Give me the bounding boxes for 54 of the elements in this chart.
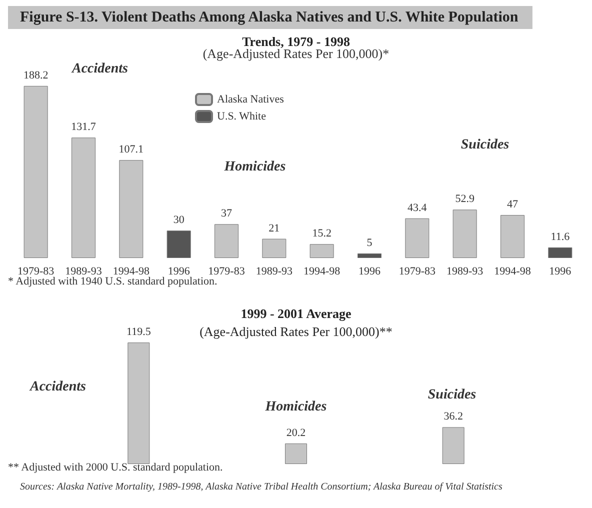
chart-title: Figure S-13. Violent Deaths Among Alaska Natives and U.S. White Population bbox=[20, 10, 519, 26]
data-label: 15.2 bbox=[312, 228, 332, 240]
source-note: Sources: Alaska Native Mortality, 1989-1998, Alaska Native Tribal Health Consortium; Alaska Bureau of Vital Statistics bbox=[20, 482, 502, 492]
bar bbox=[119, 160, 144, 258]
bar bbox=[166, 230, 191, 258]
x-tick-label: 1989-93 bbox=[256, 266, 293, 278]
bar bbox=[405, 218, 430, 258]
chart-subtitle: Trends, 1979 - 1998 bbox=[242, 34, 350, 49]
bar bbox=[72, 138, 96, 258]
annotation: Homicides bbox=[223, 160, 286, 174]
data-label: 11.6 bbox=[550, 230, 570, 243]
data-label: 37 bbox=[221, 208, 232, 220]
data-label: 188.2 bbox=[23, 69, 48, 82]
annotation: Suicides bbox=[460, 138, 510, 152]
data-label: 47 bbox=[507, 198, 518, 211]
chart-title: 1999 - 2001 Average bbox=[240, 306, 352, 321]
data-label: 43.4 bbox=[408, 202, 428, 214]
bar bbox=[500, 215, 524, 258]
bar bbox=[452, 210, 477, 258]
data-label: 131.7 bbox=[71, 121, 96, 134]
x-tick-label: 1994-98 bbox=[303, 266, 341, 278]
x-tick-label: 1979-83 bbox=[17, 266, 55, 278]
annotation: Homicides bbox=[264, 400, 328, 414]
bar bbox=[548, 247, 572, 258]
x-tick-label: 1994-98 bbox=[112, 266, 150, 278]
data-label: 119.5 bbox=[126, 326, 152, 338]
x-tick-label: 1996 bbox=[358, 266, 381, 278]
x-tick-label: 1979-83 bbox=[208, 266, 246, 278]
bar bbox=[262, 238, 286, 258]
data-label: 30 bbox=[173, 214, 185, 226]
legend-label: Alaska Natives bbox=[217, 94, 284, 106]
x-tick-label: 1989-93 bbox=[446, 266, 484, 278]
chart-subtitle: (Age-Adjusted Rates Per 100,000)** bbox=[200, 324, 392, 339]
x-tick-label: 1994-98 bbox=[494, 266, 532, 278]
annotation: Suicides bbox=[428, 388, 477, 402]
bar bbox=[310, 244, 334, 258]
annotation: ** Adjusted with 2000 U.S. standard population. bbox=[8, 462, 224, 474]
data-label: 5 bbox=[366, 236, 373, 249]
x-tick-label: 1979-83 bbox=[398, 266, 436, 278]
x-tick-label: 1996 bbox=[549, 266, 572, 278]
bar bbox=[24, 86, 48, 258]
text: Accidents bbox=[71, 62, 129, 76]
annotation: Accidents bbox=[29, 380, 87, 394]
legend-label: U.S. White bbox=[217, 110, 266, 122]
x-tick-label: 1996 bbox=[168, 266, 190, 278]
data-label: 36.2 bbox=[444, 410, 463, 423]
data-label: 107.1 bbox=[118, 144, 144, 156]
x-tick-label: 1989-93 bbox=[65, 266, 102, 278]
data-label: 52.9 bbox=[455, 193, 475, 206]
data-label: 20.2 bbox=[286, 426, 306, 439]
bar bbox=[214, 224, 238, 258]
data-label: 21 bbox=[268, 222, 280, 234]
bar bbox=[358, 253, 382, 258]
text: * Adjusted with 1940 U.S. standard population. bbox=[8, 276, 218, 288]
